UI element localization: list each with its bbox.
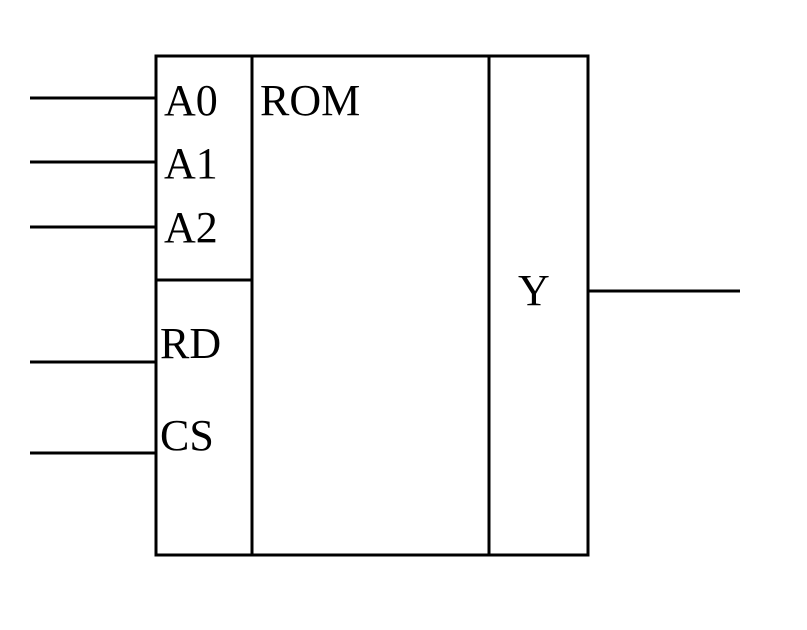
- label-cs: CS: [160, 411, 214, 460]
- label-a1: A1: [164, 139, 218, 188]
- rom-block-diagram: A0 A1 A2 RD CS ROM Y: [0, 0, 807, 625]
- label-a0: A0: [164, 76, 218, 125]
- label-rom: ROM: [260, 76, 360, 125]
- label-rd: RD: [160, 319, 221, 368]
- input-wires: [30, 98, 156, 453]
- label-y: Y: [518, 266, 550, 315]
- label-a2: A2: [164, 203, 218, 252]
